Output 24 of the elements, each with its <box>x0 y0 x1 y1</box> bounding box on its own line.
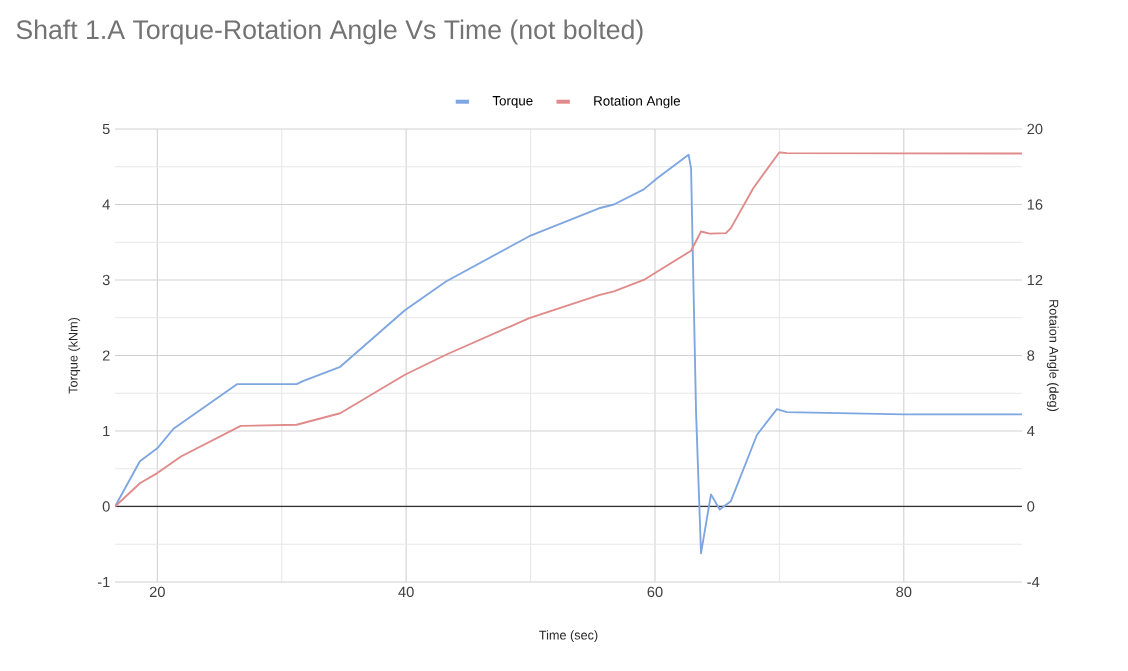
x-tick-label: 80 <box>896 586 912 598</box>
y2-tick-label: 8 <box>1027 350 1035 361</box>
chart-title: Shaft 1.A Torque-Rotation Angle Vs Time (not bolted) <box>16 19 643 45</box>
y2-tick-label: 4 <box>1027 425 1035 437</box>
y-tick-label: 4 <box>102 199 110 210</box>
y2-tick-label: 0 <box>1027 501 1035 512</box>
y2-tick-label: -4 <box>1027 576 1040 588</box>
x-tick-label: 40 <box>398 586 414 598</box>
x-axis-title: Time (sec) <box>539 630 598 643</box>
y-axis-title: Torque (kNm) <box>68 317 81 394</box>
y-tick-label: 1 <box>103 425 110 437</box>
x-tick-label: 60 <box>647 586 663 598</box>
y2-tick-label: 16 <box>1027 199 1043 210</box>
legend-label: Torque <box>492 96 533 109</box>
y2-axis-title: Rotaion Angle (deg) <box>1046 300 1059 411</box>
y-tick-label: 5 <box>102 123 110 135</box>
y-tick-label: 0 <box>102 501 110 512</box>
y-tick-label: 2 <box>102 350 110 361</box>
x-tick-label: 20 <box>149 586 165 598</box>
y-tick-label: 3 <box>102 274 110 286</box>
y2-tick-label: 20 <box>1027 123 1043 135</box>
y2-tick-label: 12 <box>1027 274 1043 286</box>
legend-label: Rotation Angle <box>594 95 680 109</box>
y-tick-label: -1 <box>97 576 110 588</box>
